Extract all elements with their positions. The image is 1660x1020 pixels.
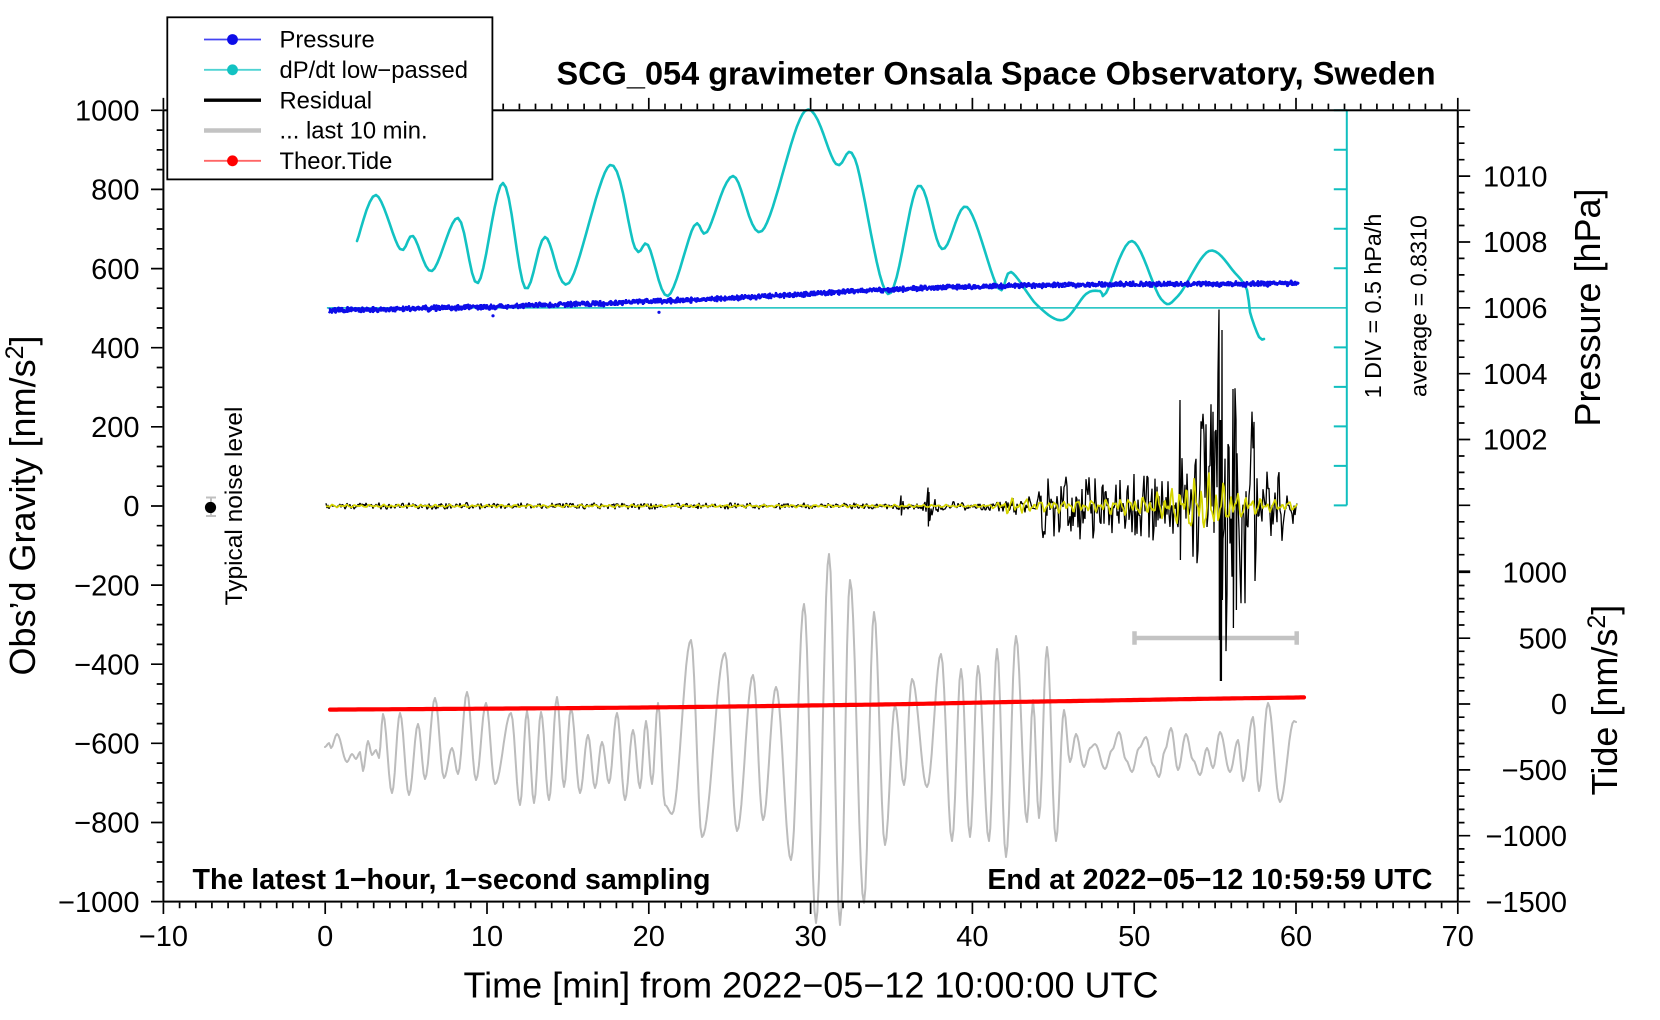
svg-text:End at 2022−05−12 10:59:59 UTC: End at 2022−05−12 10:59:59 UTC: [987, 864, 1432, 896]
svg-text:1010: 1010: [1483, 161, 1548, 193]
svg-text:1004: 1004: [1483, 359, 1548, 391]
svg-text:−10: −10: [139, 921, 188, 953]
svg-text:−600: −600: [74, 729, 139, 761]
svg-text:Residual: Residual: [280, 87, 373, 114]
svg-text:Tide [nm/s2]: Tide [nm/s2]: [1583, 605, 1625, 796]
svg-text:−1500: −1500: [1486, 887, 1567, 919]
svg-text:500: 500: [1519, 623, 1567, 655]
svg-text:0: 0: [317, 921, 333, 953]
svg-text:0: 0: [1551, 689, 1567, 721]
svg-text:10: 10: [471, 921, 503, 953]
svg-text:Obs’d Gravity [nm/s2]: Obs’d Gravity [nm/s2]: [1, 336, 43, 676]
svg-text:30: 30: [794, 921, 826, 953]
svg-text:1008: 1008: [1483, 227, 1548, 259]
svg-text:Pressure: Pressure: [280, 27, 375, 54]
svg-text:400: 400: [91, 333, 139, 365]
svg-text:800: 800: [91, 175, 139, 207]
svg-text:The latest 1−hour, 1−second sa: The latest 1−hour, 1−second sampling: [193, 864, 711, 896]
svg-text:1002: 1002: [1483, 425, 1548, 457]
svg-text:60: 60: [1280, 921, 1312, 953]
svg-text:Pressure [hPa]: Pressure [hPa]: [1567, 188, 1608, 426]
svg-text:1006: 1006: [1483, 293, 1548, 325]
svg-text:20: 20: [633, 921, 665, 953]
svg-text:1000: 1000: [1502, 558, 1567, 590]
svg-text:average = 0.8310: average = 0.8310: [1406, 215, 1432, 397]
svg-text:Time [min] from 2022−05−12 10:: Time [min] from 2022−05−12 10:00:00 UTC: [463, 965, 1158, 1006]
svg-text:0: 0: [123, 491, 139, 523]
svg-text:600: 600: [91, 254, 139, 286]
svg-text:Typical noise level: Typical noise level: [221, 407, 248, 606]
svg-text:1 DIV = 0.5 hPa/h: 1 DIV = 0.5 hPa/h: [1360, 214, 1386, 399]
svg-text:−200: −200: [74, 570, 139, 602]
svg-text:−500: −500: [1502, 755, 1567, 787]
svg-text:70: 70: [1442, 921, 1474, 953]
svg-text:−800: −800: [74, 808, 139, 840]
svg-text:200: 200: [91, 412, 139, 444]
svg-text:dP/dt low−passed: dP/dt low−passed: [280, 57, 469, 84]
svg-text:SCG_054 gravimeter Onsala Spac: SCG_054 gravimeter Onsala Space Observat…: [556, 56, 1435, 92]
svg-text:50: 50: [1118, 921, 1150, 953]
svg-text:−1000: −1000: [58, 887, 139, 919]
svg-text:1000: 1000: [75, 96, 140, 128]
svg-text:−1000: −1000: [1486, 821, 1567, 853]
svg-text:−400: −400: [74, 649, 139, 681]
svg-text:40: 40: [956, 921, 988, 953]
svg-text:Theor.Tide: Theor.Tide: [280, 148, 393, 175]
svg-text:... last 10 min.: ... last 10 min.: [280, 118, 428, 145]
